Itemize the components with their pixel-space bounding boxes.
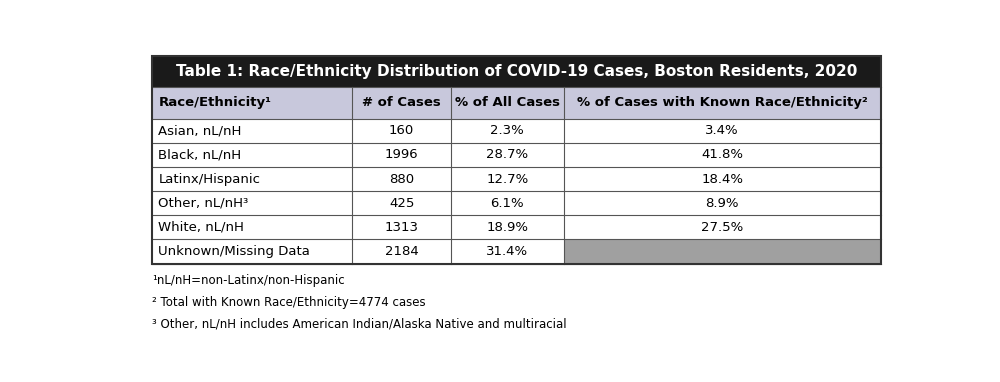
Text: 880: 880 [389, 173, 414, 186]
Bar [152, 240, 881, 264]
Bar [152, 56, 881, 264]
Text: 160: 160 [389, 125, 414, 138]
Text: Latinx/Hispanic: Latinx/Hispanic [158, 173, 260, 186]
Text: Asian, nL/nH: Asian, nL/nH [158, 125, 242, 138]
Text: Black, nL/nH: Black, nL/nH [158, 149, 241, 162]
Bar [152, 56, 881, 87]
Text: 425: 425 [389, 197, 414, 210]
Text: # of Cases: # of Cases [362, 96, 441, 109]
Text: ¹nL/nH=non-Latinx/non-Hispanic: ¹nL/nH=non-Latinx/non-Hispanic [152, 274, 345, 287]
Text: Unknown/Missing Data: Unknown/Missing Data [158, 245, 310, 258]
Text: Other, nL/nH³: Other, nL/nH³ [158, 197, 249, 210]
Text: 2.3%: 2.3% [490, 125, 524, 138]
Bar [152, 191, 881, 215]
Text: 28.7%: 28.7% [486, 149, 528, 162]
Text: 41.8%: 41.8% [701, 149, 743, 162]
Bar [152, 167, 881, 191]
Bar [152, 119, 881, 143]
Text: Race/Ethnicity¹: Race/Ethnicity¹ [158, 96, 271, 109]
Text: 8.9%: 8.9% [705, 197, 739, 210]
Text: ³ Other, nL/nH includes American Indian/Alaska Native and multiracial: ³ Other, nL/nH includes American Indian/… [152, 318, 567, 331]
Bar [564, 240, 881, 264]
Text: 18.9%: 18.9% [486, 221, 528, 234]
Text: 3.4%: 3.4% [705, 125, 739, 138]
Bar [152, 215, 881, 240]
Text: ² Total with Known Race/Ethnicity=4774 cases: ² Total with Known Race/Ethnicity=4774 c… [152, 296, 426, 309]
Text: 1996: 1996 [385, 149, 418, 162]
Bar [152, 87, 881, 119]
Text: 2184: 2184 [385, 245, 419, 258]
Text: White, nL/nH: White, nL/nH [158, 221, 244, 234]
Text: 6.1%: 6.1% [490, 197, 524, 210]
Text: 1313: 1313 [385, 221, 419, 234]
Text: 18.4%: 18.4% [701, 173, 743, 186]
Text: 12.7%: 12.7% [486, 173, 528, 186]
Text: % of Cases with Known Race/Ethnicity²: % of Cases with Known Race/Ethnicity² [577, 96, 868, 109]
Bar [152, 143, 881, 167]
Text: 31.4%: 31.4% [486, 245, 528, 258]
Text: Table 1: Race/Ethnicity Distribution of COVID-19 Cases, Boston Residents, 2020: Table 1: Race/Ethnicity Distribution of … [176, 64, 857, 79]
Text: % of All Cases: % of All Cases [455, 96, 560, 109]
Text: 27.5%: 27.5% [701, 221, 743, 234]
